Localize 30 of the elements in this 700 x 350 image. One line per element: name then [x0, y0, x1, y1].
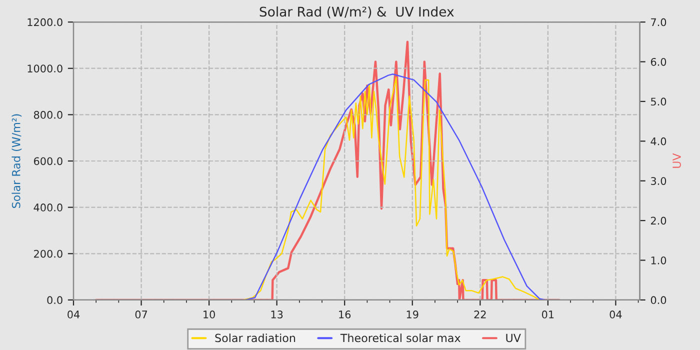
legend-label: UV	[506, 334, 521, 342]
x-tick-label: 10	[204, 310, 215, 318]
y2-tick-label: 6.0	[650, 58, 666, 66]
legend-label: Solar radiation	[215, 334, 296, 342]
x-tick-label: 04	[610, 310, 622, 318]
y-tick-label: 600.0	[34, 157, 62, 166]
chart-title: Solar Rad (W/m²) & UV Index	[260, 6, 454, 18]
y-tick-label: 1200.0	[28, 18, 62, 26]
y2-tick-label: 5.0	[651, 98, 666, 106]
y2-tick-label: 7.0	[651, 18, 666, 26]
x-tick-label: 07	[135, 310, 148, 318]
x-tick-label: 22	[474, 310, 486, 318]
y2-tick-label: 2.0	[650, 216, 666, 225]
y-axis-title: Solar Rad (W/m²)	[12, 114, 22, 208]
x-tick-label: 01	[542, 310, 554, 318]
x-tick-label: 13	[271, 310, 283, 318]
y-tick-label: 200.0	[34, 250, 62, 258]
y2-tick-label: 0.0	[650, 296, 666, 304]
y-tick-label: 1000.0	[28, 64, 62, 72]
x-tick-label: 19	[406, 310, 418, 318]
y-tick-label: 400.0	[34, 204, 62, 212]
y2-tick-label: 4.0	[650, 137, 666, 146]
y2-axis-title: UV	[672, 153, 681, 168]
y2-tick-label: 3.0	[651, 177, 666, 185]
y-tick-label: 0.0	[47, 296, 62, 304]
y2-tick-label: 1.0	[651, 256, 666, 264]
legend-label: Theoretical solar max	[340, 334, 460, 342]
y-tick-label: 800.0	[34, 110, 62, 119]
x-tick-label: 16	[339, 310, 351, 318]
x-tick-label: 04	[68, 310, 80, 318]
